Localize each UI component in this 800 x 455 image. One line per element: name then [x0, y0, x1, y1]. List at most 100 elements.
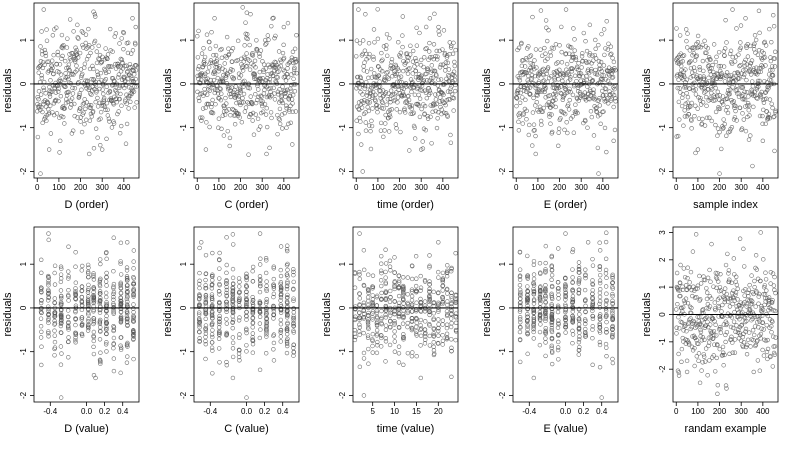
data-point — [379, 297, 384, 302]
data-point — [250, 300, 255, 305]
data-point — [677, 33, 683, 38]
data-point — [366, 310, 371, 316]
data-point — [352, 337, 358, 343]
data-point — [715, 343, 720, 348]
data-point — [286, 107, 292, 112]
data-point — [451, 40, 456, 46]
data-point — [360, 82, 366, 87]
data-point — [728, 48, 734, 54]
x-tick-label: 15 — [412, 407, 421, 416]
data-point — [217, 64, 222, 69]
data-point — [66, 276, 71, 281]
data-point — [437, 65, 443, 70]
data-point — [525, 85, 531, 91]
data-point — [611, 138, 616, 144]
data-point — [696, 358, 701, 363]
data-point — [262, 87, 267, 93]
data-point — [721, 350, 726, 355]
data-point — [370, 343, 375, 349]
data-point — [742, 89, 747, 95]
data-point — [753, 50, 758, 55]
x-axis-label: sample index — [693, 199, 758, 211]
data-point — [602, 125, 608, 131]
data-point — [727, 304, 733, 309]
data-point — [357, 231, 362, 236]
data-point — [427, 279, 432, 284]
data-point — [370, 350, 375, 355]
data-point — [124, 101, 129, 106]
data-point — [431, 333, 436, 338]
data-point — [249, 101, 255, 106]
data-point — [108, 26, 113, 32]
data-point — [86, 316, 91, 322]
data-point — [46, 147, 52, 152]
data-point — [58, 72, 64, 77]
data-point — [582, 79, 587, 84]
data-point — [685, 300, 691, 306]
data-point — [238, 88, 243, 93]
data-point — [436, 328, 441, 334]
data-point — [610, 272, 615, 278]
data-point — [124, 319, 130, 325]
data-point — [77, 108, 82, 113]
data-point — [722, 121, 727, 127]
data-point — [701, 76, 707, 82]
y-tick-label: -2 — [19, 391, 28, 399]
data-point — [756, 84, 761, 89]
data-point — [747, 63, 753, 68]
data-point — [676, 314, 681, 320]
data-point — [383, 78, 388, 84]
data-point — [285, 62, 290, 67]
data-point — [418, 75, 423, 81]
data-point — [531, 272, 537, 277]
data-point — [366, 41, 372, 46]
data-point — [203, 252, 209, 258]
data-point — [39, 73, 44, 78]
data-points — [195, 5, 299, 157]
data-point — [97, 86, 102, 92]
data-point — [383, 121, 388, 126]
y-tick-label: -1 — [179, 348, 188, 356]
data-point — [692, 345, 697, 351]
data-point — [45, 318, 51, 323]
data-point — [98, 261, 103, 267]
x-tick-label: 0 — [674, 183, 679, 192]
y-tick-label: -2 — [498, 391, 507, 399]
data-point — [533, 47, 539, 52]
data-point — [123, 78, 128, 83]
data-point — [365, 322, 371, 327]
data-point — [692, 113, 697, 119]
data-point — [284, 263, 290, 268]
data-point — [264, 258, 269, 263]
data-point — [250, 320, 256, 325]
data-point — [543, 95, 548, 100]
data-point — [396, 360, 402, 365]
data-point — [197, 310, 202, 315]
data-point — [750, 84, 756, 89]
data-point — [409, 316, 415, 321]
data-point — [105, 56, 110, 61]
data-point — [574, 78, 579, 84]
data-point — [106, 116, 112, 121]
data-point — [525, 295, 530, 300]
data-point — [538, 289, 543, 295]
data-point — [699, 368, 704, 373]
data-point — [700, 317, 705, 323]
data-point — [290, 92, 296, 98]
data-point — [75, 22, 80, 28]
data-point — [284, 315, 290, 320]
data-point — [219, 46, 224, 52]
data-point — [290, 101, 295, 106]
data-point — [685, 276, 690, 281]
data-point — [361, 350, 367, 356]
data-point — [210, 303, 215, 308]
data-point — [426, 57, 431, 62]
data-point — [761, 107, 766, 113]
data-point — [691, 88, 696, 93]
data-point — [742, 293, 747, 298]
data-point — [97, 321, 103, 327]
data-point — [706, 54, 712, 60]
x-tick-label: 200 — [713, 407, 727, 416]
data-point — [365, 100, 371, 105]
data-point — [59, 56, 64, 61]
